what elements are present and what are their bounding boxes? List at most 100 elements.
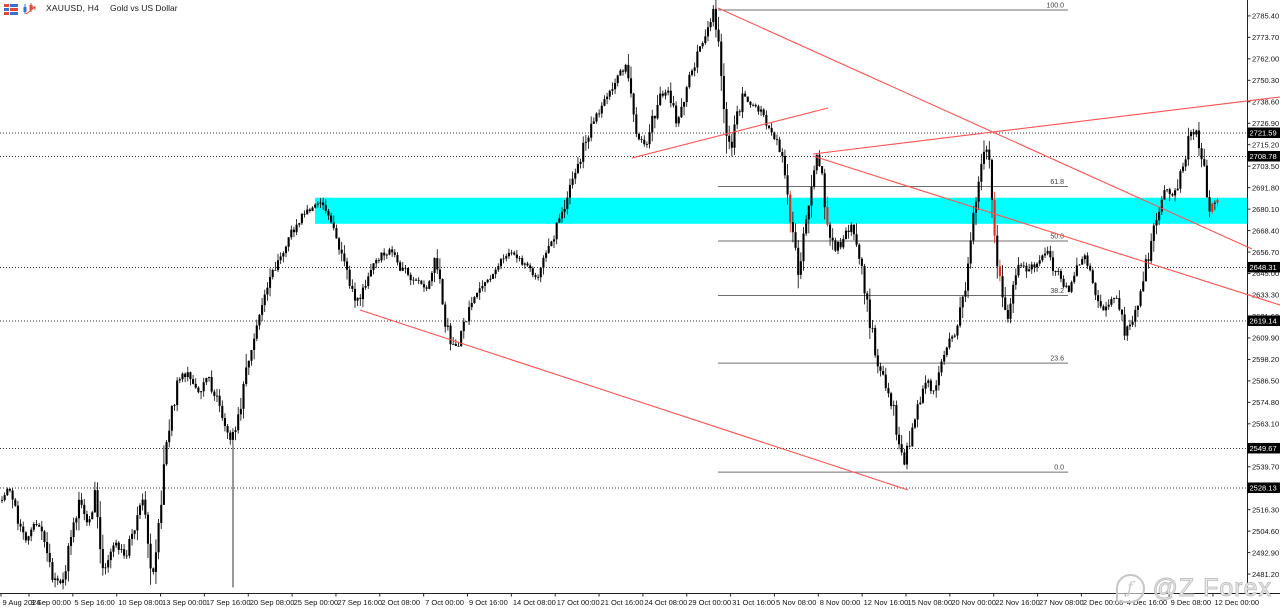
candle-body — [1001, 276, 1004, 298]
trendline-descending-from-ath[interactable] — [717, 7, 1253, 250]
candle-body — [242, 383, 245, 409]
candle-body — [343, 253, 346, 262]
time-tick-label: 4 Dec 16:00 — [1127, 598, 1167, 607]
fib-retracement: 100.0 61.8 50.0 38.2 23.6 0.0 — [718, 3, 1068, 473]
candle-body — [255, 325, 258, 339]
candle-body — [669, 90, 672, 104]
bearish-highlight-candle — [1216, 199, 1219, 203]
candle-body — [22, 526, 25, 533]
candle-body — [146, 514, 150, 544]
candle-body — [319, 202, 322, 204]
candle-body — [388, 249, 391, 255]
candle-body — [770, 127, 773, 133]
candle-body — [1054, 270, 1057, 273]
candle-body — [1022, 265, 1025, 267]
candle-body — [505, 256, 508, 259]
candle-body — [428, 281, 431, 289]
time-tick-label: 22 Nov 16:00 — [995, 598, 1040, 607]
price-tick-label: 2633.30 — [1252, 291, 1279, 300]
candle-body — [752, 104, 755, 106]
candle-body — [924, 382, 927, 389]
candle-body — [138, 505, 142, 515]
trendline-descending-channel-top[interactable] — [812, 155, 1280, 306]
candle-body — [791, 222, 794, 233]
candle-body — [643, 139, 646, 145]
candle-body — [441, 279, 444, 305]
candle-body — [560, 211, 564, 219]
candle-body — [385, 254, 388, 256]
candle-body — [221, 405, 224, 419]
candle-body — [1110, 299, 1113, 305]
candle-body — [967, 263, 970, 291]
candle-body — [640, 139, 643, 141]
candle-body — [568, 184, 572, 198]
candle-body — [778, 139, 781, 152]
candle-body — [1128, 324, 1131, 327]
price-tick-label: 2668.40 — [1252, 226, 1279, 235]
trendline-long-descending-support[interactable] — [359, 309, 909, 491]
candle-body — [1150, 240, 1153, 261]
candle-body — [101, 549, 104, 569]
candle-body — [80, 499, 83, 505]
time-tick-label: 31 Oct 16:00 — [732, 598, 775, 607]
candle-body — [1155, 220, 1158, 226]
candle-body — [828, 224, 832, 238]
candle-body — [834, 240, 837, 251]
candle-body — [0, 500, 4, 501]
candle-body — [929, 380, 932, 391]
time-tick-label: 8 Nov 00:00 — [820, 598, 860, 607]
candle-body — [491, 274, 495, 279]
level-lines — [0, 132, 1247, 489]
candle-body — [513, 252, 516, 255]
candle-body — [717, 29, 720, 42]
candle-body — [584, 141, 587, 143]
candle-body — [675, 105, 678, 124]
candle-body — [985, 149, 988, 152]
chart-description: Gold vs US Dollar — [110, 3, 178, 13]
candle-body — [842, 238, 845, 248]
candle-body — [117, 542, 120, 550]
candle-body — [937, 372, 940, 386]
candle-body — [576, 163, 579, 173]
candlestick-chart-icon[interactable] — [22, 2, 36, 15]
trendline-october-support[interactable] — [631, 107, 829, 159]
price-tick-label: 2785.40 — [1252, 12, 1279, 21]
candle-body — [1083, 255, 1086, 260]
candle-body — [1097, 295, 1100, 302]
candle-body — [733, 124, 736, 148]
candle-body — [940, 361, 943, 373]
price-level-badge-text: 2619.14 — [1250, 317, 1277, 326]
candle-body — [1006, 309, 1009, 319]
candle-body — [287, 237, 290, 247]
candle-body — [1147, 259, 1150, 261]
time-tick-label: 24 Oct 08:00 — [644, 598, 687, 607]
candle-body — [239, 408, 242, 415]
time-tick-label: 9 Dec 08:00 — [1171, 598, 1211, 607]
candle-body — [903, 452, 906, 465]
candle-body — [1142, 281, 1145, 292]
candle-body — [40, 526, 43, 532]
candle-body — [510, 252, 513, 254]
candle-body — [802, 233, 805, 262]
quotes-list-icon[interactable] — [4, 2, 18, 15]
time-tick-label: 17 Oct 00:00 — [557, 598, 600, 607]
candle-body — [807, 205, 810, 220]
candle-body — [67, 545, 70, 572]
candle-body — [799, 261, 802, 275]
price-level-badge — [1247, 127, 1280, 138]
candle-body — [534, 275, 537, 277]
candle-body — [908, 445, 911, 447]
candle-body — [521, 258, 524, 265]
candle-body — [1065, 285, 1068, 287]
candle-body — [77, 499, 81, 519]
candle-body — [35, 524, 38, 526]
candle-body — [1187, 136, 1190, 160]
trendline-ascending-resistance[interactable] — [812, 96, 1280, 155]
candle-body — [661, 93, 664, 96]
candle-body — [1152, 225, 1155, 241]
candle-body — [54, 578, 57, 580]
candle-body — [8, 489, 12, 491]
candle-body — [1168, 189, 1171, 195]
candle-body — [831, 237, 834, 241]
